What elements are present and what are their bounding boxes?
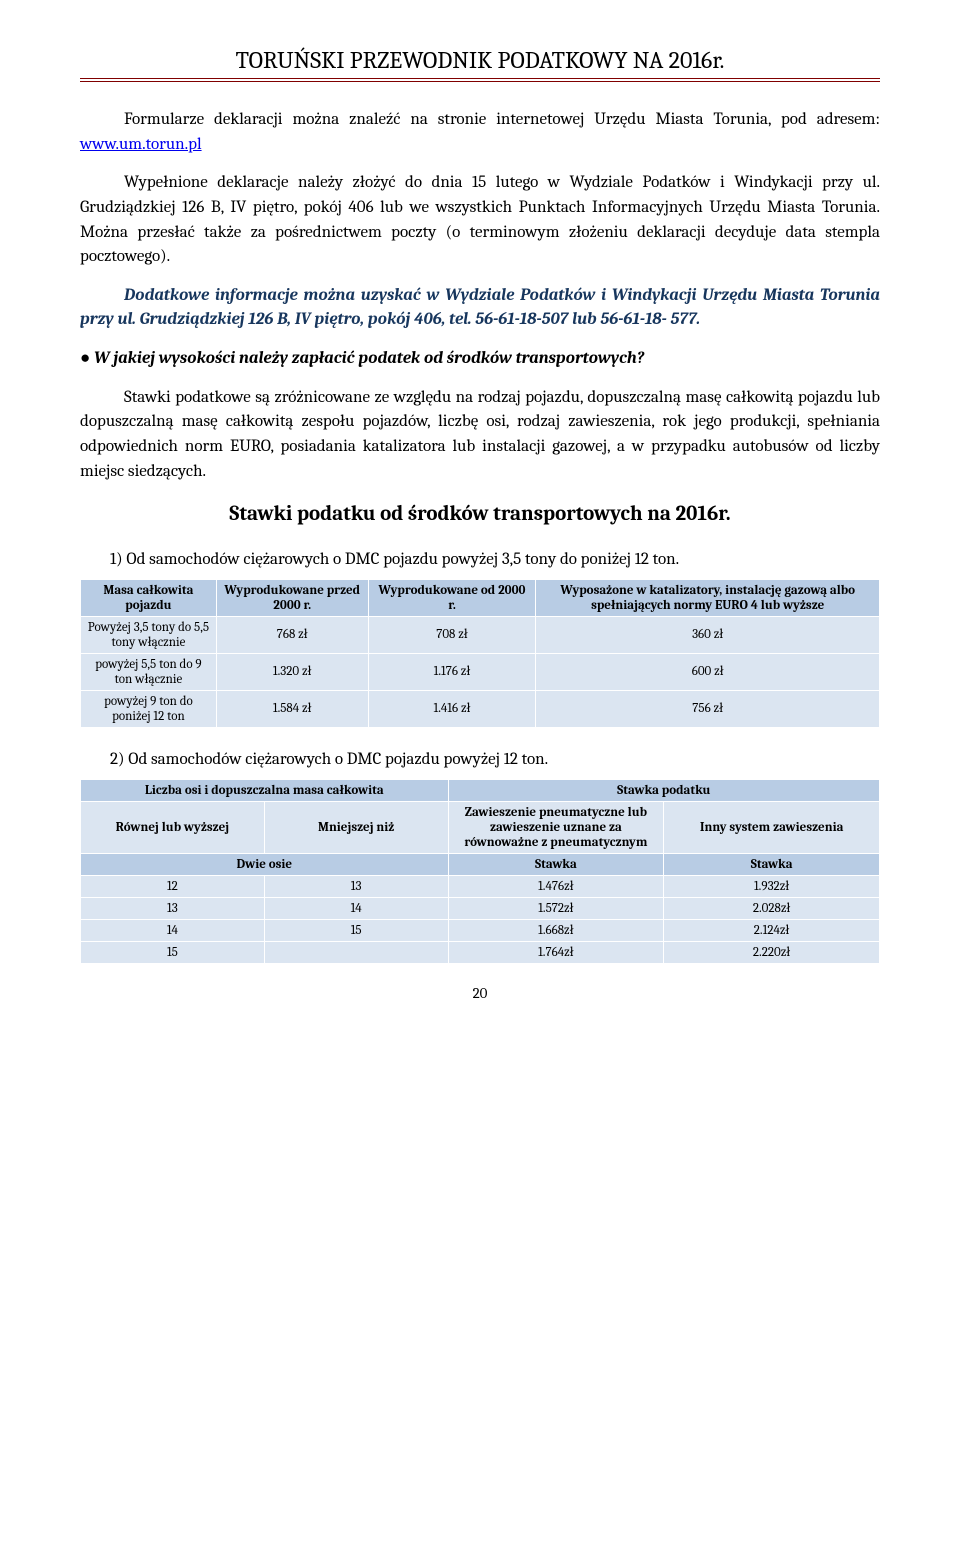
t2-cell <box>264 941 448 963</box>
t1-cell: 600 zł <box>536 653 880 690</box>
t1-cell: 768 zł <box>216 616 368 653</box>
header-rule <box>80 78 880 82</box>
t1-cell: 1.584 zł <box>216 690 368 727</box>
rates-heading: Stawki podatku od środków transportowych… <box>80 502 880 526</box>
list-item-2: 2) Od samochodów ciężarowych o DMC pojaz… <box>110 748 880 773</box>
t2-head-c4: Inny system zawieszenia <box>664 801 880 853</box>
table-2-header-row-1: Liczba osi i dopuszczalna masa całkowita… <box>81 779 880 801</box>
t2-cell: 12 <box>81 875 265 897</box>
t2-head-c1: Równej lub wyższej <box>81 801 265 853</box>
link-umtorun[interactable]: www.um.torun.pl <box>80 135 202 154</box>
t2-cell: 1.764zł <box>448 941 664 963</box>
t2-cell: 1.668zł <box>448 919 664 941</box>
t2-cell: 15 <box>81 941 265 963</box>
t1-cell: 708 zł <box>368 616 536 653</box>
page-header-title: TORUŃSKI PRZEWODNIK PODATKOWY NA 2016r. <box>80 46 880 74</box>
t1-cell: powyżej 5,5 ton do 9 ton włącznie <box>81 653 217 690</box>
page-number: 20 <box>80 984 880 1002</box>
table-2: Liczba osi i dopuszczalna masa całkowita… <box>80 779 880 964</box>
paragraph-4: Stawki podatkowe są zróżnicowane ze wzgl… <box>80 386 880 485</box>
t2-cell: 2.124zł <box>664 919 880 941</box>
table-1-row: powyżej 5,5 ton do 9 ton włącznie 1.320 … <box>81 653 880 690</box>
t2-axle-label: Dwie osie <box>81 853 449 875</box>
t2-head-c3: Zawieszenie pneumatyczne lub zawieszenie… <box>448 801 664 853</box>
t2-cell: 1.476zł <box>448 875 664 897</box>
t2-cell: 1.932zł <box>664 875 880 897</box>
table-2-header-row-2: Równej lub wyższej Mniejszej niż Zawiesz… <box>81 801 880 853</box>
t1-cell: 1.176 zł <box>368 653 536 690</box>
table-2-row: 14 15 1.668zł 2.124zł <box>81 919 880 941</box>
t2-cell: 2.028zł <box>664 897 880 919</box>
table-2-row: 12 13 1.476zł 1.932zł <box>81 875 880 897</box>
t2-cell: 14 <box>81 919 265 941</box>
t1-cell: 756 zł <box>536 690 880 727</box>
table-1-row: Powyżej 3,5 tony do 5,5 tony włącznie 76… <box>81 616 880 653</box>
t2-stawka-1: Stawka <box>448 853 664 875</box>
t1-head-c1: Masa całkowita pojazdu <box>81 579 217 616</box>
t1-head-c2: Wyprodukowane przed 2000 r. <box>216 579 368 616</box>
paragraph-1: Formularze deklaracji można znaleźć na s… <box>80 108 880 157</box>
paragraph-2: Wypełnione deklaracje należy złożyć do d… <box>80 171 880 270</box>
t1-cell: Powyżej 3,5 tony do 5,5 tony włącznie <box>81 616 217 653</box>
document-page: TORUŃSKI PRZEWODNIK PODATKOWY NA 2016r. … <box>0 0 960 1032</box>
table-2-row: 13 14 1.572zł 2.028zł <box>81 897 880 919</box>
t1-cell: 1.416 zł <box>368 690 536 727</box>
t2-head-c2: Mniejszej niż <box>264 801 448 853</box>
table-2-row: 15 1.764zł 2.220zł <box>81 941 880 963</box>
table-2-axle-row: Dwie osie Stawka Stawka <box>81 853 880 875</box>
t1-cell: 360 zł <box>536 616 880 653</box>
t2-cell: 13 <box>81 897 265 919</box>
table-1: Masa całkowita pojazdu Wyprodukowane prz… <box>80 579 880 728</box>
t1-head-c3: Wyprodukowane od 2000 r. <box>368 579 536 616</box>
t2-head-span1: Liczba osi i dopuszczalna masa całkowita <box>81 779 449 801</box>
t1-cell: powyżej 9 ton do poniżej 12 ton <box>81 690 217 727</box>
table-1-row: powyżej 9 ton do poniżej 12 ton 1.584 zł… <box>81 690 880 727</box>
t2-cell: 14 <box>264 897 448 919</box>
list-item-1: 1) Od samochodów ciężarowych o DMC pojaz… <box>110 548 880 573</box>
t2-stawka-2: Stawka <box>664 853 880 875</box>
t2-head-span2: Stawka podatku <box>448 779 879 801</box>
t2-cell: 1.572zł <box>448 897 664 919</box>
paragraph-1-text: Formularze deklaracji można znaleźć na s… <box>124 110 880 129</box>
t1-cell: 1.320 zł <box>216 653 368 690</box>
table-1-header-row: Masa całkowita pojazdu Wyprodukowane prz… <box>81 579 880 616</box>
t2-cell: 15 <box>264 919 448 941</box>
t2-cell: 2.220zł <box>664 941 880 963</box>
t1-head-c4: Wyposażone w katalizatory, instalację ga… <box>536 579 880 616</box>
question-heading: ● W jakiej wysokości należy zapłacić pod… <box>80 347 880 372</box>
paragraph-3-info: Dodatkowe informacje można uzyskać w Wyd… <box>80 284 880 333</box>
t2-cell: 13 <box>264 875 448 897</box>
